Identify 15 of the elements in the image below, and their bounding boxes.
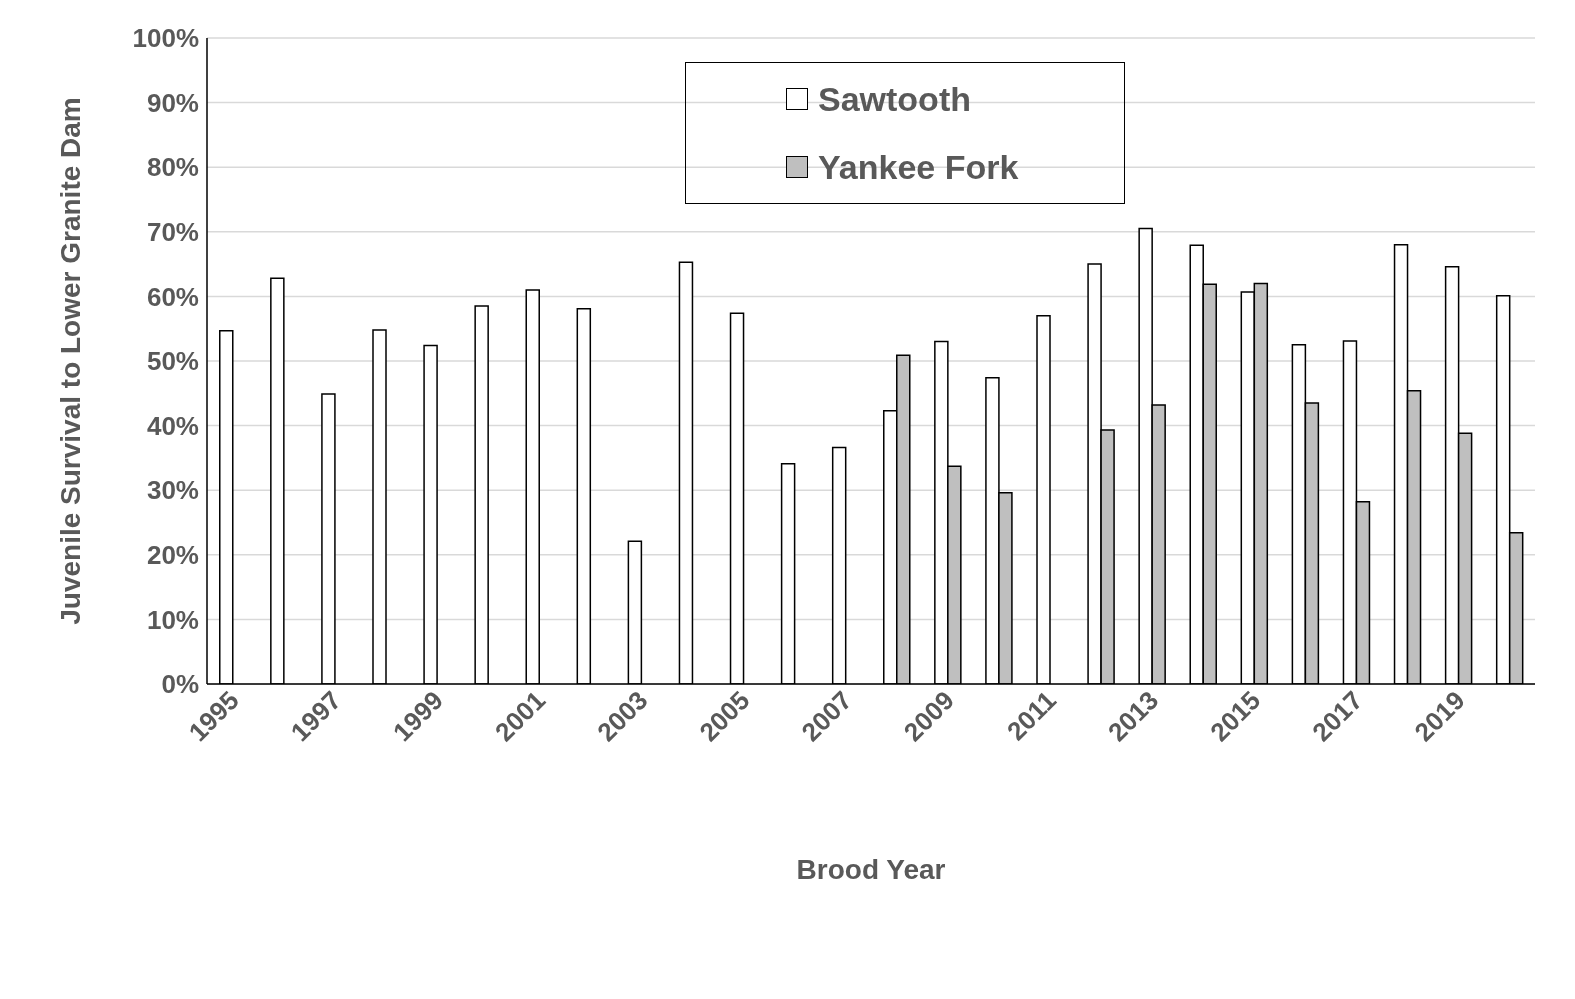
y-tick-label: 40%	[146, 410, 199, 441]
y-tick-label: 60%	[146, 281, 199, 312]
y-tick-label: 0%	[161, 669, 199, 700]
y-axis-title: Juvenile Survival to Lower Granite Dam	[54, 97, 86, 625]
legend-label: Yankee Fork	[818, 147, 1019, 187]
y-tick-label: 50%	[146, 346, 199, 377]
y-tick-label: 10%	[146, 604, 199, 635]
y-tick-label: 30%	[146, 475, 199, 506]
y-tick-label: 100%	[132, 23, 199, 54]
y-tick-label: 90%	[146, 87, 199, 118]
x-axis-title: Brood Year	[796, 854, 946, 885]
y-tick-label: 80%	[146, 152, 199, 183]
legend-label: Sawtooth	[818, 79, 971, 119]
y-tick-label: 70%	[146, 217, 199, 248]
y-tick-label: 20%	[146, 540, 199, 571]
